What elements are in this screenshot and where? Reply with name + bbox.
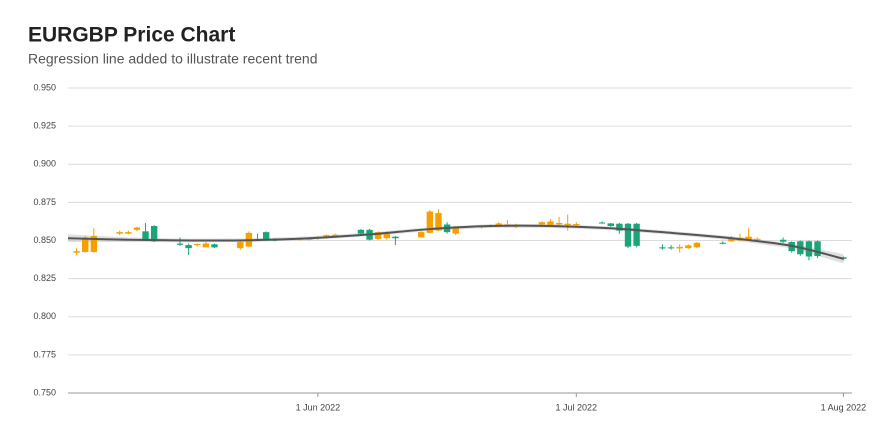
candle-body	[728, 237, 735, 242]
candle-body	[73, 251, 80, 253]
x-tick-label: 1 Aug 2022	[821, 402, 867, 412]
candle-body	[323, 235, 330, 237]
candle-body	[659, 247, 666, 249]
candle-body	[745, 236, 752, 240]
candle-body	[555, 222, 563, 225]
candle-body	[693, 242, 701, 248]
candle-body	[418, 232, 425, 238]
candle-body	[754, 238, 761, 240]
candle-body	[607, 223, 614, 227]
x-tick-label: 1 Jul 2022	[556, 402, 598, 412]
candle-body	[573, 224, 580, 226]
candle-body	[133, 227, 141, 230]
candle-body	[779, 239, 787, 242]
candle-body	[538, 222, 546, 225]
y-tick-label: 0.950	[33, 82, 56, 92]
candle-body	[237, 242, 244, 249]
candle-body	[331, 234, 339, 236]
y-tick-label: 0.875	[33, 197, 56, 207]
candle-body	[616, 223, 623, 231]
candle-body	[547, 221, 554, 225]
candle-body	[194, 243, 201, 246]
chart-subtitle: Regression line added to illustrate rece…	[28, 51, 318, 67]
x-tick-label: 1 Jun 2022	[296, 402, 341, 412]
candle-body	[116, 232, 123, 234]
candle-body	[150, 226, 158, 242]
chart-title: EURGBP Price Chart	[28, 24, 235, 47]
y-tick-label: 0.775	[33, 349, 56, 359]
candle-body	[392, 236, 399, 239]
regression-line	[67, 224, 844, 260]
candle-body	[667, 247, 675, 249]
candle-body	[185, 245, 192, 249]
y-tick-label: 0.925	[33, 121, 56, 131]
candle-body	[633, 223, 640, 246]
candle-body	[357, 229, 365, 234]
y-tick-label: 0.825	[33, 273, 56, 283]
candle-body	[262, 232, 270, 240]
y-tick-label: 0.850	[33, 235, 56, 245]
candle-body	[426, 211, 434, 233]
y-tick-label: 0.750	[33, 387, 56, 397]
candle-body	[211, 244, 218, 248]
candle-body	[685, 245, 692, 249]
candle-body	[719, 242, 726, 244]
candle-body	[176, 243, 184, 245]
candle-body	[125, 232, 132, 234]
candle-body	[598, 222, 606, 224]
candle-body	[624, 223, 632, 247]
candle-body	[452, 226, 459, 234]
candle-body	[383, 232, 390, 239]
candle-body	[676, 246, 683, 249]
candle-body	[564, 223, 571, 226]
candle-body	[142, 231, 149, 239]
candle-body	[90, 235, 98, 252]
candle-body	[202, 243, 210, 248]
candle-body	[82, 237, 89, 252]
candle-body	[495, 223, 502, 227]
y-tick-label: 0.900	[33, 159, 56, 169]
candle-body	[435, 213, 442, 231]
candle-body	[814, 241, 821, 257]
y-tick-label: 0.800	[33, 311, 56, 321]
candle-body	[374, 232, 382, 239]
